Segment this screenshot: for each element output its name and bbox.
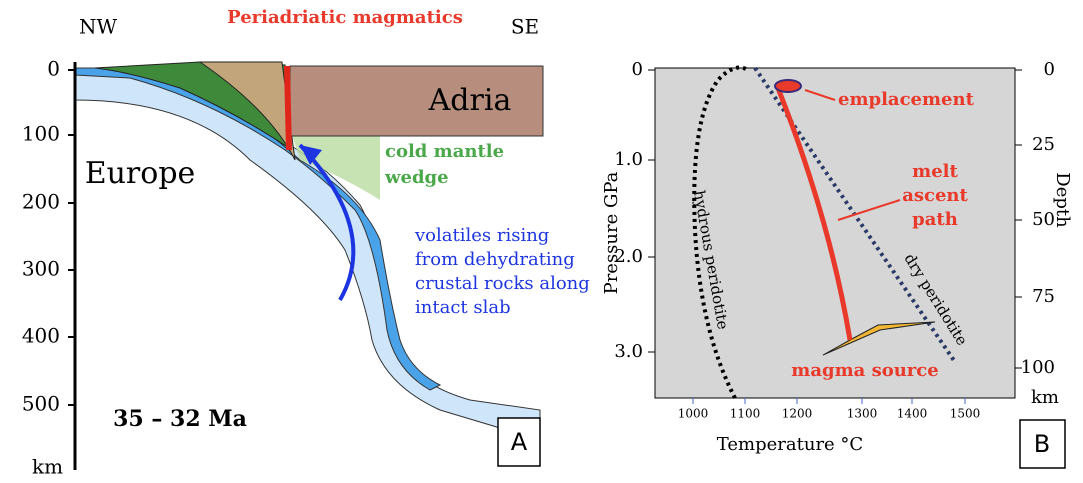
europe-label: Europe: [85, 156, 196, 191]
x-tick-label: 1500: [950, 407, 981, 421]
panel-label: B: [1034, 430, 1050, 458]
depth-tick-label: 400: [22, 324, 60, 348]
figure: NW SE Periadriatic magmatics Adria Europ…: [0, 0, 1083, 483]
source-label: magma source: [791, 360, 938, 381]
se-label: SE: [511, 15, 539, 39]
depth-tick-label: 100: [22, 122, 60, 146]
volatiles-label: from dehydrating: [415, 249, 575, 270]
depth-tick-label: 0: [47, 57, 60, 81]
ticks: 0 100 200 300 400 500: [22, 57, 75, 416]
path-label: ascent: [902, 185, 968, 206]
y2-unit: km: [1031, 387, 1059, 408]
adria-label: Adria: [428, 83, 512, 118]
y2-title: Depth: [1052, 172, 1073, 228]
y2-tick-label: 0: [1044, 59, 1055, 80]
y2-tick-label: 75: [1032, 286, 1055, 307]
emplacement-site: [775, 80, 801, 92]
y-title: Pressure GPa: [601, 171, 622, 294]
path-label: melt: [912, 161, 958, 182]
depth-tick-label: 500: [22, 392, 60, 416]
panel-b: emplacement melt ascent path magma sourc…: [601, 59, 1073, 468]
y2-tick-label: 100: [1021, 357, 1055, 378]
x-tick-label: 1000: [678, 407, 709, 421]
y-tick-label: 0: [632, 59, 643, 80]
volatiles-label: volatiles rising: [414, 225, 549, 246]
y-tick-label: 1.0: [614, 149, 643, 170]
age-label: 35 – 32 Ma: [113, 406, 247, 432]
y2-tick-label: 25: [1032, 134, 1055, 155]
x-title: Temperature °C: [717, 434, 863, 455]
depth-tick-label: 200: [22, 190, 60, 214]
top-label: Periadriatic magmatics: [227, 7, 463, 28]
emplacement-label: emplacement: [838, 89, 975, 110]
panel-label: A: [511, 428, 528, 456]
panel-a: NW SE Periadriatic magmatics Adria Europ…: [32, 7, 590, 479]
wedge-label: cold mantle: [385, 141, 504, 162]
y-tick-label: 3.0: [614, 341, 643, 362]
x-tick-label: 1300: [847, 407, 878, 421]
x-tick-label: 1100: [730, 407, 761, 421]
volatiles-label: crustal rocks along: [415, 273, 590, 294]
x-tick-label: 1200: [782, 407, 813, 421]
wedge-label: wedge: [384, 167, 449, 188]
depth-tick-label: 300: [22, 257, 60, 281]
volatiles-label: intact slab: [415, 297, 511, 318]
depth-unit: km: [32, 455, 63, 479]
nw-label: NW: [79, 15, 118, 39]
path-label: path: [912, 209, 958, 230]
x-tick-label: 1400: [897, 407, 928, 421]
y2-tick-label: 50: [1032, 209, 1055, 230]
y-tick-label: 2.0: [614, 246, 643, 267]
